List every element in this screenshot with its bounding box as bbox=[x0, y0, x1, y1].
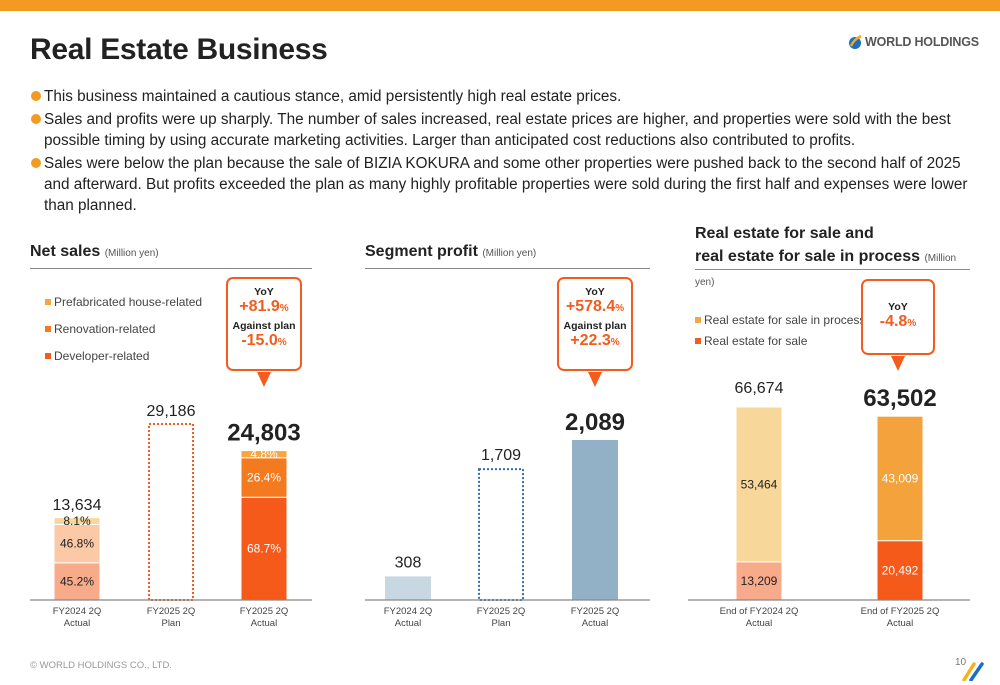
bullet-item: This business maintained a cautious stan… bbox=[30, 86, 980, 107]
segment-label: 8.1% bbox=[63, 514, 91, 528]
top-accent-bar bbox=[0, 0, 1000, 11]
segment-label: 53,464 bbox=[741, 477, 778, 491]
category-label: End of FY2025 2Q bbox=[861, 606, 940, 617]
category-label: Actual bbox=[395, 618, 421, 629]
real-estate-header: Real estate for sale and real estate for… bbox=[695, 222, 970, 288]
against-plan-label: Against plan bbox=[232, 320, 296, 332]
net-sales-unit: (Million yen) bbox=[104, 248, 159, 259]
company-logo: WORLD HOLDINGS bbox=[848, 34, 979, 50]
legend-item: Real estate for sale bbox=[695, 330, 865, 351]
summary-bullets: This business maintained a cautious stan… bbox=[30, 86, 980, 218]
legend-label: Real estate for sale in process bbox=[704, 312, 866, 327]
net-sales-title: Net sales bbox=[30, 243, 101, 260]
real-estate-callout: YoY -4.8% bbox=[861, 279, 935, 355]
legend-label: Prefabricated house-related bbox=[54, 294, 203, 309]
category-label: Plan bbox=[491, 618, 510, 629]
category-label: FY2025 2Q bbox=[147, 606, 196, 617]
segment-profit-unit: (Million yen) bbox=[482, 248, 537, 259]
total-label: 66,674 bbox=[735, 380, 784, 397]
yoy-label: YoY bbox=[254, 286, 274, 298]
segment-label: 68.7% bbox=[247, 542, 281, 556]
logo-text: WORLD HOLDINGS bbox=[865, 35, 979, 49]
legend-label: Renovation-related bbox=[54, 321, 156, 336]
bar-segment bbox=[735, 406, 783, 563]
bar-segment bbox=[53, 517, 101, 525]
yoy-value: -4.8% bbox=[879, 313, 917, 330]
total-label: 63,502 bbox=[863, 385, 936, 412]
bar bbox=[385, 576, 431, 600]
legend-swatch bbox=[695, 316, 701, 323]
net-sales-header: Net sales (Million yen) bbox=[30, 243, 312, 269]
page-title: Real Estate Business bbox=[30, 33, 328, 66]
category-label: Actual bbox=[64, 618, 90, 629]
value-label: 1,709 bbox=[481, 447, 521, 464]
yoy-value: +81.9% bbox=[239, 298, 289, 315]
plan-bar bbox=[148, 423, 194, 601]
category-label: FY2025 2Q bbox=[240, 606, 289, 617]
bar-segment bbox=[53, 562, 101, 601]
segment-profit-header: Segment profit (Million yen) bbox=[365, 243, 650, 269]
yoy-label: YoY bbox=[585, 286, 605, 298]
globe-logo-icon bbox=[849, 34, 862, 49]
bar bbox=[572, 440, 618, 600]
segment-label: 45.2% bbox=[60, 574, 94, 588]
legend-label: Developer-related bbox=[54, 348, 150, 363]
segment-profit-title: Segment profit bbox=[365, 243, 478, 260]
brand-stripes-icon bbox=[962, 662, 984, 681]
category-label: Actual bbox=[746, 618, 772, 629]
bullet-item: Sales were below the plan because the sa… bbox=[30, 153, 980, 216]
category-label: Actual bbox=[887, 618, 913, 629]
category-label: Plan bbox=[161, 618, 180, 629]
page-number: 10 bbox=[955, 657, 967, 668]
bar-segment bbox=[240, 450, 288, 459]
category-label: FY2025 2Q bbox=[571, 606, 620, 617]
legend-swatch bbox=[45, 352, 51, 359]
legend-item: Real estate for sale in process bbox=[695, 309, 865, 330]
value-label: 308 bbox=[395, 554, 422, 571]
total-label: 24,803 bbox=[227, 419, 300, 446]
category-label: FY2024 2Q bbox=[53, 606, 102, 617]
segment-label: 43,009 bbox=[882, 471, 919, 485]
bar-segment bbox=[876, 415, 924, 542]
value-label: 2,089 bbox=[565, 409, 625, 436]
net-sales-callout: YoY +81.9% Against plan -15.0% bbox=[226, 277, 302, 371]
segment-profit-callout: YoY +578.4% Against plan +22.3% bbox=[557, 277, 633, 371]
legend-swatch bbox=[45, 298, 51, 305]
segment-label: 26.4% bbox=[247, 471, 281, 485]
legend-item: Renovation-related bbox=[45, 315, 202, 342]
real-estate-title-line2: real estate for sale in process (Million… bbox=[695, 248, 957, 288]
segment-label: 13,209 bbox=[741, 574, 778, 588]
total-label: 13,634 bbox=[53, 497, 102, 514]
against-plan-value: -15.0% bbox=[241, 332, 287, 349]
real-estate-title-line1: Real estate for sale and bbox=[695, 225, 874, 242]
net-sales-legend: Prefabricated house-related Renovation-r… bbox=[45, 288, 202, 369]
bar-segment bbox=[53, 523, 101, 564]
plan-bar bbox=[478, 468, 524, 601]
category-label: FY2025 2Q bbox=[477, 606, 526, 617]
legend-item: Prefabricated house-related bbox=[45, 288, 202, 315]
bullet-item: Sales and profits were up sharply. The n… bbox=[30, 109, 980, 151]
against-plan-value: +22.3% bbox=[570, 332, 620, 349]
legend-swatch bbox=[45, 325, 51, 332]
total-label: 29,186 bbox=[147, 403, 196, 420]
category-label: End of FY2024 2Q bbox=[720, 606, 799, 617]
category-label: Actual bbox=[251, 618, 277, 629]
segment-label: 20,492 bbox=[882, 563, 919, 577]
yoy-label: YoY bbox=[888, 301, 908, 313]
legend-swatch bbox=[695, 337, 701, 344]
against-plan-label: Against plan bbox=[563, 320, 627, 332]
segment-label: 46.8% bbox=[60, 537, 94, 551]
legend-item: Developer-related bbox=[45, 342, 202, 369]
category-label: Actual bbox=[582, 618, 608, 629]
yoy-value: +578.4% bbox=[565, 298, 625, 315]
real-estate-legend: Real estate for sale in process Real est… bbox=[695, 309, 865, 351]
segment-label: 4.8% bbox=[250, 447, 278, 461]
legend-label: Real estate for sale bbox=[704, 333, 808, 348]
category-label: FY2024 2Q bbox=[384, 606, 433, 617]
copyright: © WORLD HOLDINGS CO., LTD. bbox=[30, 660, 172, 671]
